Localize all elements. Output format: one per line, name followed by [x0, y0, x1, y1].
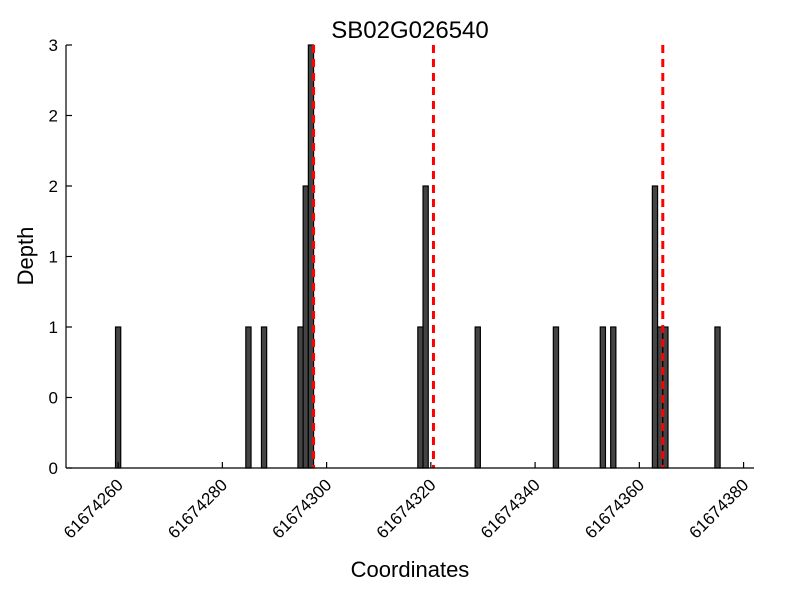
- y-tick-label: 0: [49, 459, 58, 478]
- x-tick-label: 61674380: [685, 475, 752, 542]
- bar: [552, 326, 560, 469]
- bars-group: [114, 44, 721, 469]
- y-tick-label: 2: [49, 177, 58, 196]
- chart-title: SB02G026540: [331, 17, 488, 44]
- x-tick-label: 61674360: [581, 475, 648, 542]
- x-tick-label: 61674300: [269, 475, 336, 542]
- bar: [297, 326, 304, 469]
- y-tick-label: 0: [49, 389, 58, 408]
- y-tick-label: 3: [49, 36, 58, 55]
- bar: [599, 326, 607, 469]
- x-tick-label: 61674340: [477, 475, 544, 542]
- x-tick-label: 61674260: [60, 475, 127, 542]
- bar: [302, 185, 309, 469]
- markers-group: [312, 45, 665, 468]
- bar: [417, 326, 424, 469]
- y-tick-label: 1: [49, 248, 58, 267]
- bar: [714, 326, 721, 469]
- x-axis-label: Coordinates: [351, 557, 470, 582]
- bar: [260, 326, 268, 469]
- bar: [114, 326, 122, 469]
- bar: [651, 185, 659, 469]
- y-tick-label: 1: [49, 318, 58, 337]
- x-tick-label: 61674280: [164, 475, 231, 542]
- y-axis-label: Depth: [13, 227, 38, 286]
- y-tick-label: 2: [49, 107, 58, 126]
- bar: [610, 326, 617, 469]
- bar: [245, 326, 252, 469]
- bar: [422, 185, 429, 469]
- x-tick-label: 61674320: [373, 475, 440, 542]
- axes-group: 0 0 1 1 2 2 3 61674260 61674280 61674300 61674320 6…: [49, 36, 754, 542]
- bar: [474, 326, 481, 469]
